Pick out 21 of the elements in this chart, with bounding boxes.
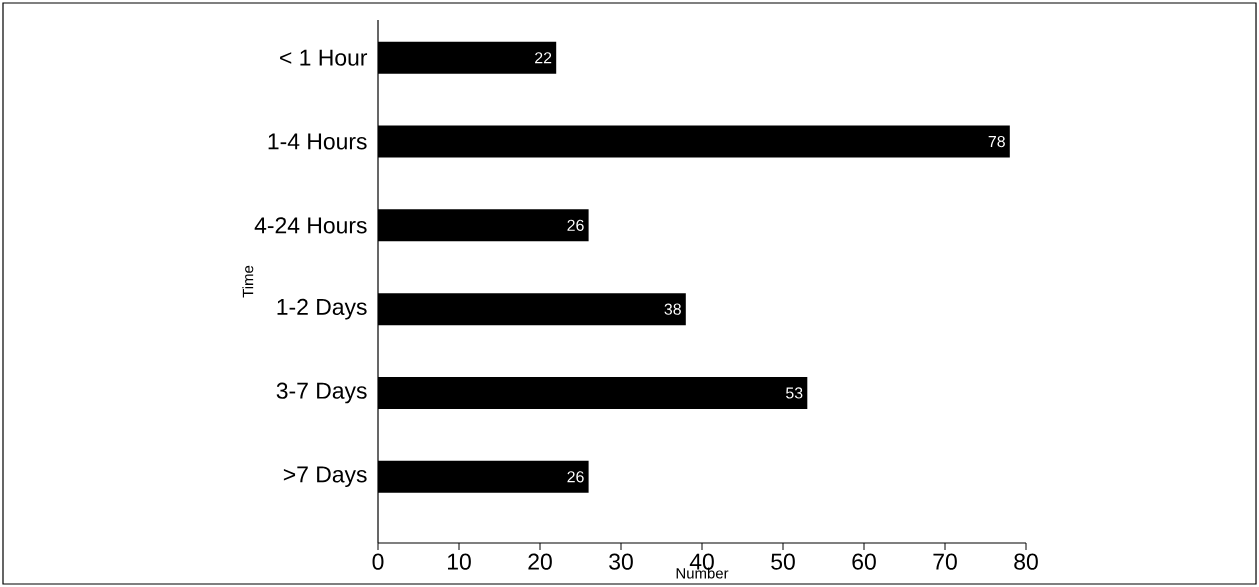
y-tick-label: 3-7 Days xyxy=(276,382,367,404)
y-axis-title: Time xyxy=(242,265,254,298)
y-tick-label: 1-2 Days xyxy=(277,298,367,320)
x-tick-label: 50 xyxy=(771,553,795,570)
y-tick-label: 1-4 Hours xyxy=(268,133,367,150)
x-tick-label: 60 xyxy=(852,553,876,570)
data-label: 38 xyxy=(664,303,681,315)
x-tick-label: 30 xyxy=(609,553,633,570)
x-tick-label: 0 xyxy=(372,553,384,570)
x-tick-label: 10 xyxy=(448,553,471,570)
x-tick-label: 20 xyxy=(528,553,552,570)
data-label: 26 xyxy=(567,471,584,483)
data-label: 26 xyxy=(567,219,584,231)
data-label: 22 xyxy=(535,52,552,64)
y-tick-label: 4-24 Hours xyxy=(254,217,367,234)
data-label: 53 xyxy=(786,387,803,399)
y-tick-label: >7 Days xyxy=(283,466,367,488)
data-label: 78 xyxy=(988,135,1005,148)
x-tick-label: 80 xyxy=(1014,553,1038,570)
x-tick-label: 70 xyxy=(933,553,957,570)
y-tick-label: < 1 Hour xyxy=(280,49,368,66)
